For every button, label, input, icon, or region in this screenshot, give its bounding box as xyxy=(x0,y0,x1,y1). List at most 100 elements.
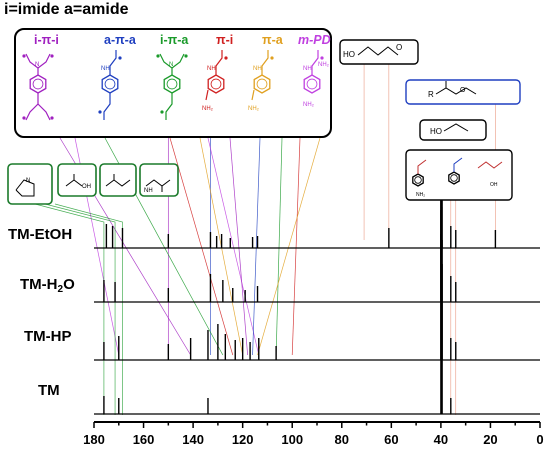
atom-o xyxy=(98,110,102,114)
bond xyxy=(37,53,51,69)
legend-label-pi-i: π-i xyxy=(216,33,234,47)
spectra-traces xyxy=(94,158,540,415)
atom-nh2: NH₂ xyxy=(248,106,260,112)
atom-nh: NH xyxy=(303,66,312,72)
aromatic-circle xyxy=(450,174,458,182)
ethanol-box xyxy=(419,119,487,141)
atom-o xyxy=(22,54,26,58)
x-tick-label: 160 xyxy=(133,432,155,447)
atom-n: N xyxy=(35,62,39,68)
molecule-2: N xyxy=(156,53,188,120)
bond xyxy=(261,50,269,75)
aromatic-circle xyxy=(306,78,318,90)
bond xyxy=(159,53,173,75)
trace-tm-hp xyxy=(94,210,540,361)
trace-label-tm: TM xyxy=(38,382,60,399)
atom-nh: NH xyxy=(253,66,262,72)
molecule-0: N xyxy=(22,53,54,121)
atom-nh: NH xyxy=(101,66,110,72)
guide-line xyxy=(257,137,321,356)
atom-nh: NH xyxy=(144,188,153,194)
atom-o xyxy=(50,116,54,120)
trace-label-tm-h2o: TM-H2O xyxy=(20,276,75,295)
atom-o xyxy=(50,54,54,58)
legend-label-a-pi-a: a-π-a xyxy=(104,33,136,47)
aromatic-circle xyxy=(256,78,268,90)
atom-o xyxy=(320,56,324,60)
atom-o xyxy=(22,116,26,120)
atom-n: N xyxy=(169,62,173,68)
legend-label-i-pi-a: i-π-a xyxy=(160,33,189,47)
molecule-3: NH NH₂ xyxy=(202,50,228,112)
trace-tm xyxy=(94,234,540,415)
x-tick-label: 120 xyxy=(232,432,254,447)
structure-boxes: N NH N NH NH₂ NH NH₂ NH NH₂ NH₂ HO O R O HO NH₂ OH N OH NH xyxy=(7,39,521,205)
x-tick-label: 140 xyxy=(182,432,204,447)
carbonyl-box-0 xyxy=(7,163,53,205)
bond xyxy=(357,46,399,56)
guide-line xyxy=(275,137,283,356)
x-tick-label: 180 xyxy=(83,432,105,447)
atom-o xyxy=(270,56,274,60)
ester-box xyxy=(405,79,521,105)
guide-line xyxy=(54,203,123,415)
atom-nh2: NH₂ xyxy=(202,106,214,112)
x-tick-label: 80 xyxy=(335,432,349,447)
ethylene-glycol-box xyxy=(339,39,419,65)
bond xyxy=(215,50,223,75)
carbonyl-box-3 xyxy=(139,163,179,197)
bond xyxy=(311,50,319,75)
atom-r: R xyxy=(428,90,434,99)
atom-o xyxy=(224,56,228,60)
bond xyxy=(165,93,173,120)
aromatic-circle xyxy=(414,176,422,184)
guide-line xyxy=(291,137,301,356)
atom-ho: HO xyxy=(430,127,442,136)
legend-label-pi-a: π-a xyxy=(262,33,283,47)
benzene-ring xyxy=(303,74,321,94)
figure-title: i=imide a=amide xyxy=(4,1,129,18)
atom-o-label: O xyxy=(396,43,402,52)
trace-label-tm-etoh: TM-EtOH xyxy=(8,226,73,243)
bond xyxy=(205,89,209,101)
benzene-ring xyxy=(253,74,271,94)
atom-o-label: O xyxy=(460,87,466,94)
legend-label-i-pi-i: i-π-i xyxy=(34,33,59,47)
benzene-ring xyxy=(207,74,225,94)
x-tick-label: 0 xyxy=(536,432,543,447)
bond xyxy=(145,179,171,187)
atom-n: N xyxy=(26,178,30,184)
atom-nh: NH xyxy=(207,66,216,72)
bond xyxy=(37,103,51,121)
atom-o xyxy=(184,54,188,58)
trace-label-tm-hp: TM-HP xyxy=(24,328,72,345)
atom-o xyxy=(156,54,160,58)
benzene-ring xyxy=(412,173,424,187)
atom-oh: OH xyxy=(82,184,91,190)
bond xyxy=(443,123,469,132)
legend-molecules: N NH N NH NH₂ NH NH₂ NH NH₂ NH₂ xyxy=(22,50,330,121)
guide-line xyxy=(207,137,260,356)
molecule-5: NH NH₂ NH₂ xyxy=(303,50,330,108)
benzene-ring xyxy=(448,171,460,185)
bond xyxy=(25,53,39,75)
atom-nh2: NH₂ xyxy=(318,62,330,68)
carbonyl-box-1 xyxy=(57,163,97,197)
aromatic-circle xyxy=(32,78,44,90)
x-tick-label: 20 xyxy=(483,432,497,447)
bond xyxy=(105,179,131,187)
atom-ho: HO xyxy=(343,50,355,59)
atom-oh: OH xyxy=(490,182,498,188)
guide-line xyxy=(252,137,261,356)
bond xyxy=(417,159,427,174)
bond xyxy=(25,93,39,121)
x-tick-label: 60 xyxy=(384,432,398,447)
aromatic-circle xyxy=(166,78,178,90)
bond xyxy=(15,179,35,197)
bond xyxy=(171,53,185,69)
atom-nh2: NH₂ xyxy=(303,102,315,108)
atom-o xyxy=(118,56,122,60)
guide-line xyxy=(229,137,248,356)
bond xyxy=(477,161,503,169)
